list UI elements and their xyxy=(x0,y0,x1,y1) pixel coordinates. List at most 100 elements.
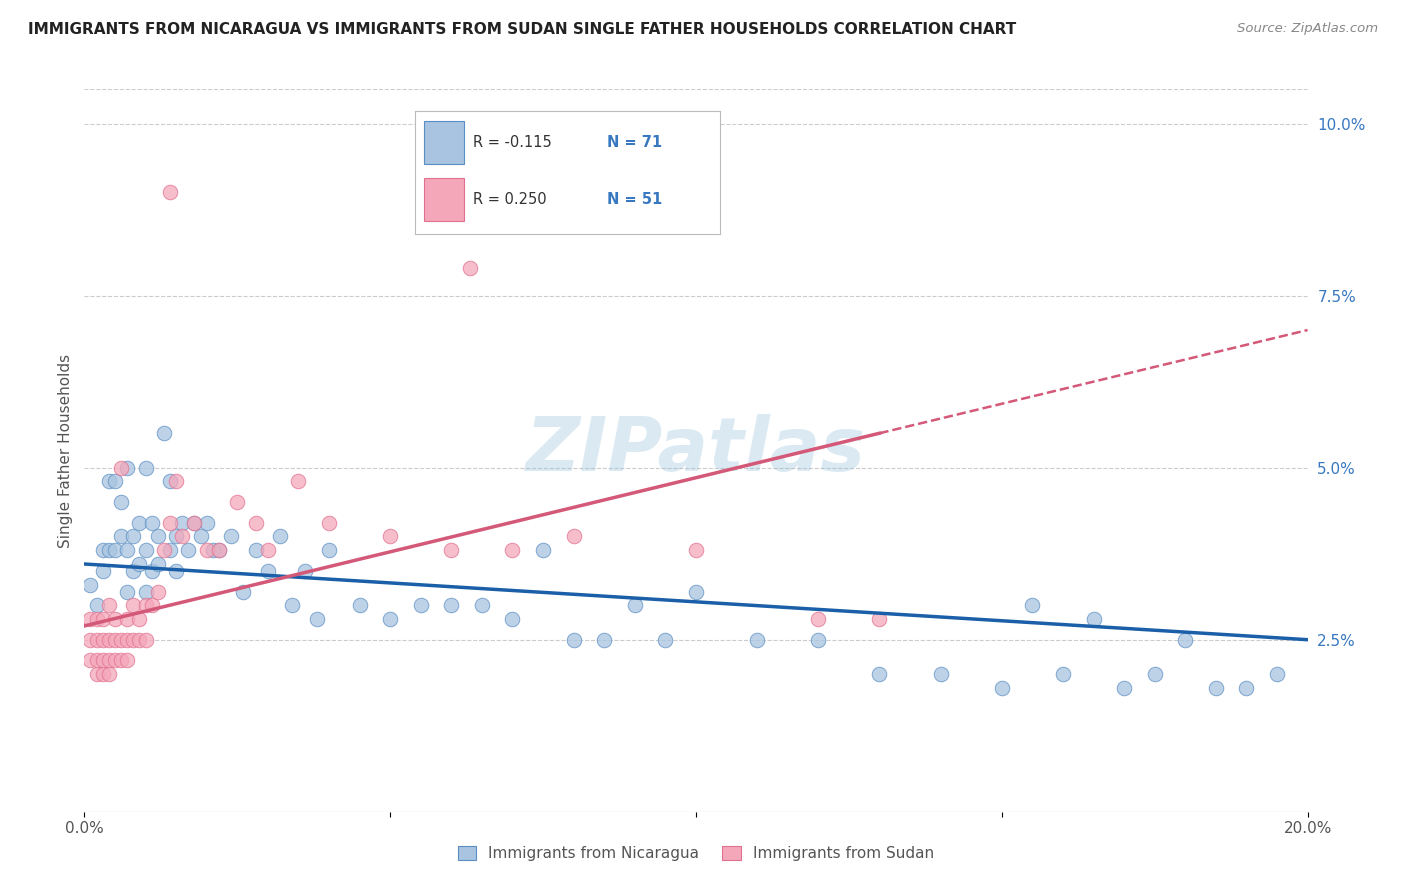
Point xyxy=(110,529,132,543)
Point xyxy=(440,599,463,613)
Point xyxy=(1236,681,1258,695)
Point xyxy=(807,632,830,647)
Point xyxy=(86,599,108,613)
Point xyxy=(104,632,127,647)
Point xyxy=(128,632,150,647)
Point xyxy=(79,653,101,667)
Point xyxy=(135,599,157,613)
Point xyxy=(141,564,163,578)
Point xyxy=(177,543,200,558)
Point xyxy=(929,667,952,681)
Point xyxy=(471,599,494,613)
Point xyxy=(128,557,150,571)
Point xyxy=(159,186,181,200)
Point xyxy=(869,612,891,626)
Point xyxy=(110,460,132,475)
Point xyxy=(110,495,132,509)
Point xyxy=(349,599,371,613)
Point xyxy=(269,529,291,543)
Point xyxy=(104,653,127,667)
Point xyxy=(440,543,463,558)
Point xyxy=(141,516,163,530)
Point xyxy=(654,632,676,647)
Point xyxy=(115,612,138,626)
Point xyxy=(146,557,169,571)
Point xyxy=(281,599,304,613)
Point xyxy=(190,529,212,543)
Point xyxy=(115,460,138,475)
Point xyxy=(458,261,481,276)
Point xyxy=(115,653,138,667)
Point xyxy=(232,584,254,599)
Point xyxy=(110,653,132,667)
Point xyxy=(97,667,120,681)
Point xyxy=(380,612,402,626)
Point xyxy=(165,564,187,578)
Point xyxy=(208,543,231,558)
Y-axis label: Single Father Households: Single Father Households xyxy=(58,353,73,548)
Point xyxy=(122,632,145,647)
Point xyxy=(79,612,101,626)
Point xyxy=(172,529,194,543)
Point xyxy=(165,475,187,489)
Point xyxy=(86,632,108,647)
Point xyxy=(318,543,340,558)
Point xyxy=(135,543,157,558)
Point xyxy=(79,632,101,647)
Point xyxy=(245,516,267,530)
Text: Source: ZipAtlas.com: Source: ZipAtlas.com xyxy=(1237,22,1378,36)
Point xyxy=(97,653,120,667)
Point xyxy=(226,495,249,509)
Point xyxy=(807,612,830,626)
Point xyxy=(86,667,108,681)
Point xyxy=(502,612,524,626)
Point xyxy=(122,564,145,578)
Point xyxy=(97,632,120,647)
Point xyxy=(128,516,150,530)
Point xyxy=(1114,681,1136,695)
Point xyxy=(294,564,316,578)
Legend: Immigrants from Nicaragua, Immigrants from Sudan: Immigrants from Nicaragua, Immigrants fr… xyxy=(450,838,942,869)
Point xyxy=(159,516,181,530)
Point xyxy=(97,543,120,558)
Point xyxy=(91,667,114,681)
Point xyxy=(409,599,432,613)
Point xyxy=(141,599,163,613)
Point xyxy=(562,529,585,543)
Point xyxy=(128,612,150,626)
Point xyxy=(135,584,157,599)
Point xyxy=(195,543,218,558)
Point xyxy=(531,543,554,558)
Point xyxy=(747,632,769,647)
Point xyxy=(91,632,114,647)
Point xyxy=(183,516,205,530)
Point xyxy=(79,577,101,591)
Point xyxy=(115,584,138,599)
Text: IMMIGRANTS FROM NICARAGUA VS IMMIGRANTS FROM SUDAN SINGLE FATHER HOUSEHOLDS CORR: IMMIGRANTS FROM NICARAGUA VS IMMIGRANTS … xyxy=(28,22,1017,37)
Point xyxy=(122,529,145,543)
Point xyxy=(183,516,205,530)
Point xyxy=(869,667,891,681)
Point xyxy=(1174,632,1197,647)
Point xyxy=(502,543,524,558)
Point xyxy=(86,612,108,626)
Point xyxy=(159,475,181,489)
Point xyxy=(257,543,280,558)
Point xyxy=(624,599,647,613)
Point xyxy=(1205,681,1227,695)
Point xyxy=(153,543,176,558)
Point xyxy=(104,612,127,626)
Point xyxy=(104,543,127,558)
Point xyxy=(1083,612,1105,626)
Point xyxy=(380,529,402,543)
Point xyxy=(115,632,138,647)
Point xyxy=(172,516,194,530)
Point xyxy=(1021,599,1043,613)
Point xyxy=(110,632,132,647)
Point xyxy=(257,564,280,578)
Point xyxy=(685,543,707,558)
Point xyxy=(97,475,120,489)
Point xyxy=(195,516,218,530)
Point xyxy=(97,599,120,613)
Point xyxy=(208,543,231,558)
